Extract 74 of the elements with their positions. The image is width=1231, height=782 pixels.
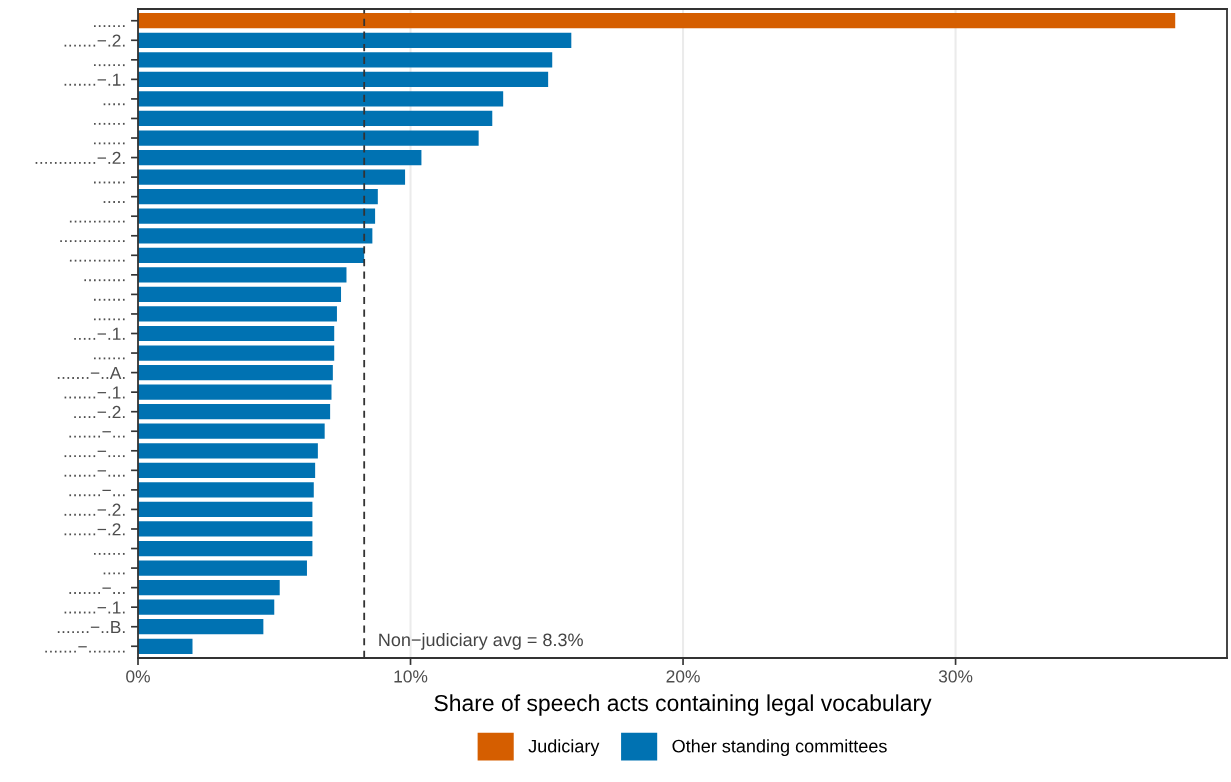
bar	[138, 267, 347, 283]
bar	[138, 482, 314, 498]
bar	[138, 384, 332, 400]
x-axis-title: Share of speech acts containing legal vocabulary	[434, 694, 932, 716]
y-tick-label: .......−.2.	[64, 34, 125, 47]
bar	[138, 189, 378, 205]
y-tick-label: .......	[94, 318, 125, 321]
bar	[138, 169, 406, 185]
bar	[138, 619, 264, 635]
y-tick-label: .....−.2.	[74, 405, 125, 418]
bar	[138, 130, 479, 146]
bar	[138, 110, 493, 127]
y-tick-label: .......	[94, 142, 125, 145]
y-tick-label: .......	[94, 181, 125, 184]
bar	[138, 286, 342, 303]
y-tick-label: .......−...	[69, 431, 125, 438]
bar	[138, 364, 333, 381]
legend-label: Other standing committees	[672, 739, 887, 757]
y-tick-label: ............	[69, 259, 125, 262]
bar	[138, 228, 373, 244]
x-tick-label: 0%	[126, 670, 150, 683]
y-tick-label: ..............	[60, 240, 125, 243]
y-tick-label: ............	[69, 220, 125, 223]
y-tick-label: .......−.1.	[64, 601, 125, 614]
y-tick-label: .......−....	[64, 470, 125, 477]
legend-label: Judiciary	[528, 739, 600, 757]
bar	[138, 306, 337, 322]
bar	[138, 52, 553, 68]
bar	[138, 13, 1176, 29]
y-tick-label: .............−.2.	[35, 151, 125, 164]
x-tick-label: 30%	[938, 670, 973, 683]
y-tick-label: .......−..B.	[57, 621, 125, 634]
y-tick-label: .....−.1.	[74, 327, 125, 340]
y-tick-label: .........	[84, 279, 125, 282]
bar	[138, 599, 275, 615]
bar	[138, 208, 376, 224]
y-tick-label: .....	[103, 103, 125, 106]
bar	[138, 32, 572, 48]
bar	[138, 247, 365, 263]
bar	[138, 71, 549, 87]
bar	[138, 149, 422, 166]
y-tick-label: .......	[94, 122, 125, 125]
bar	[138, 423, 325, 439]
y-tick-label: .......−........	[45, 646, 125, 653]
y-tick-label: .....	[103, 201, 125, 203]
bar	[138, 462, 316, 478]
bar	[138, 404, 331, 420]
y-tick-label: .......	[94, 298, 125, 301]
y-tick-label: .......	[94, 552, 125, 555]
x-tick-label: 20%	[666, 670, 700, 683]
bar	[138, 443, 318, 459]
y-tick-label: .......−....	[64, 450, 125, 458]
y-tick-label: .....	[103, 572, 125, 575]
y-tick-label: .......	[94, 25, 125, 28]
bar	[138, 521, 313, 537]
y-tick-label: .......−...	[69, 587, 125, 594]
y-tick-label: .......−.1.	[64, 386, 125, 399]
y-tick-label: .......−..A.	[57, 366, 125, 379]
bar	[138, 91, 504, 107]
ref-line-label: Non−judiciary avg = 8.3%	[379, 632, 583, 650]
bar	[138, 540, 313, 557]
bar	[138, 345, 335, 361]
bar	[138, 325, 335, 342]
y-tick-label: .......−.2.	[64, 523, 125, 536]
bar	[138, 580, 280, 596]
y-tick-label: .......	[94, 64, 125, 67]
y-tick-label: .......−.2.	[64, 503, 125, 516]
bar	[138, 501, 313, 518]
y-tick-label: .......	[94, 357, 125, 360]
y-tick-label: .......−...	[69, 489, 125, 497]
y-tick-label: .......−.1.	[64, 73, 125, 86]
bar	[138, 638, 193, 654]
x-tick-label: 10%	[394, 670, 428, 683]
bar	[138, 560, 307, 576]
